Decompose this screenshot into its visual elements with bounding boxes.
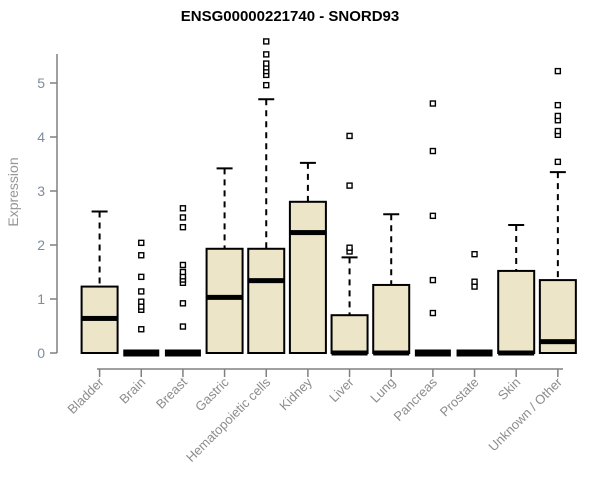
median-line	[81, 315, 118, 321]
outlier-point	[138, 298, 145, 305]
median-line	[373, 350, 410, 356]
outlier-point	[138, 288, 145, 295]
y-tick-label: 5	[37, 75, 45, 91]
median-line	[123, 349, 160, 357]
median-line	[456, 349, 493, 357]
median-line	[331, 350, 368, 356]
outlier-point	[554, 101, 562, 109]
outlier-point	[263, 60, 270, 67]
y-axis-title: Expression	[5, 157, 21, 227]
box-hematopoietic-cells	[247, 38, 286, 354]
outlier-point	[138, 273, 145, 281]
x-axis-label-unknown-other: Unknown / Other	[485, 374, 565, 454]
box-liver	[330, 132, 369, 356]
x-axis-label-breast: Breast	[153, 374, 190, 411]
outlier-point	[554, 127, 562, 135]
x-axis-label-gastric: Gastric	[192, 374, 232, 414]
box-breast	[164, 205, 201, 357]
x-axis-label-kidney: Kidney	[276, 374, 315, 413]
outlier-point	[138, 252, 145, 259]
x-axis-label-prostate: Prostate	[437, 375, 482, 420]
median-line	[498, 350, 535, 356]
y-tick-label: 3	[37, 183, 45, 199]
outlier-point	[346, 132, 353, 140]
box-body	[288, 200, 327, 354]
box-kidney	[288, 161, 327, 354]
outlier-point	[179, 214, 187, 221]
box-body	[205, 247, 244, 354]
outlier-point	[263, 51, 270, 58]
box-body	[372, 283, 411, 354]
outlier-point	[429, 309, 437, 317]
box-body	[247, 247, 286, 354]
outlier-point	[471, 278, 478, 285]
median-line	[164, 349, 201, 357]
outlier-point	[429, 147, 437, 155]
x-axis-label-lung: Lung	[367, 375, 398, 406]
outlier-point	[263, 81, 270, 89]
x-axis-label-liver: Liver	[326, 374, 357, 405]
y-tick-label: 2	[37, 237, 45, 253]
median-line	[248, 278, 285, 284]
outlier-point	[471, 250, 478, 258]
outlier-point	[429, 100, 437, 107]
outlier-point	[554, 112, 562, 120]
outlier-point	[346, 182, 353, 189]
x-axis-label-pancreas: Pancreas	[391, 374, 441, 424]
median-line	[414, 349, 451, 357]
x-axis-label-brain: Brain	[116, 375, 148, 407]
outlier-point	[263, 38, 270, 45]
outlier-point	[554, 158, 562, 166]
x-axis-label-skin: Skin	[495, 375, 523, 403]
outlier-point	[179, 223, 187, 231]
box-prostate	[456, 250, 493, 357]
chart-title: ENSG00000221740 - SNORD93	[180, 8, 400, 25]
median-line	[206, 294, 243, 300]
box-bladder	[80, 210, 119, 354]
outlier-point	[138, 326, 145, 333]
box-lung	[372, 213, 411, 356]
outlier-point	[554, 67, 562, 75]
y-tick-label: 0	[37, 345, 45, 361]
outlier-point	[346, 244, 353, 251]
box-body	[330, 314, 369, 355]
x-axis-label-bladder: Bladder	[64, 374, 107, 417]
outlier-point	[429, 276, 437, 284]
box-body	[497, 269, 536, 355]
y-tick-label: 4	[37, 129, 45, 145]
median-line	[539, 339, 576, 345]
outlier-point	[179, 300, 187, 307]
median-line	[289, 230, 326, 236]
box-brain	[123, 239, 160, 357]
outlier-point	[138, 239, 145, 247]
box-gastric	[205, 167, 244, 354]
outlier-point	[179, 268, 187, 276]
outlier-point	[179, 323, 187, 330]
box-pancreas	[414, 100, 451, 357]
y-tick-label: 1	[37, 291, 45, 307]
outlier-point	[429, 212, 437, 220]
box-skin	[497, 224, 536, 356]
box-unknown-other	[538, 67, 577, 355]
outlier-point	[179, 261, 187, 269]
outlier-point	[179, 205, 187, 212]
